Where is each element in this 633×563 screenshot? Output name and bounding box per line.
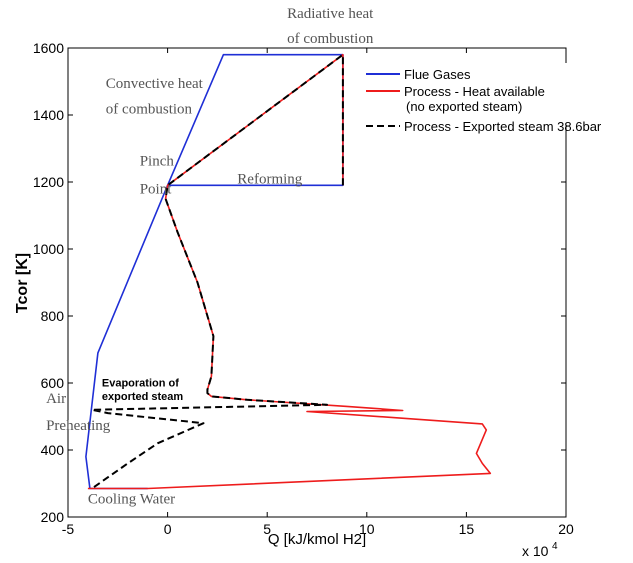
ticks-layer: -5 0 5 10 15 20 200 400 600 800 1000 1200 1400 1600 <box>33 40 574 537</box>
legend-box <box>359 63 633 125</box>
annotation-label: Preheating <box>46 418 111 434</box>
x-tick-label: 15 <box>459 521 475 537</box>
y-tick-label: 600 <box>41 375 65 391</box>
x-axis-label: Q [kJ/kmol H2] <box>268 531 366 548</box>
y-tick-label: 1000 <box>33 241 64 257</box>
y-axis-label: Tcor [K] <box>14 253 31 313</box>
legend-label-flue-gases: Flue Gases <box>404 67 471 82</box>
annotation-label: Radiative heat <box>287 6 374 22</box>
legend-label-heat-available: Process - Heat available <box>404 84 545 99</box>
series-line-2 <box>90 53 344 490</box>
annotation-label: Convective heat <box>106 76 204 92</box>
annotation-label: Cooling Water <box>88 492 175 508</box>
x-tick-label: 10 <box>359 521 375 537</box>
x-tick-label: 5 <box>263 521 271 537</box>
annotation-label: exported steam <box>102 391 184 403</box>
series-layer <box>85 53 492 490</box>
annotation-label: of combustion <box>287 31 374 47</box>
y-tick-label: 1400 <box>33 107 64 123</box>
annotation-label: Point <box>140 182 173 198</box>
legend-label-heat-available-line2: (no exported steam) <box>406 99 522 114</box>
annotation-label: Air <box>46 391 66 407</box>
annotation-label: Reforming <box>237 172 302 188</box>
x-tick-label: 20 <box>558 521 574 537</box>
legend: Flue Gases Process - Heat available (no … <box>359 63 633 134</box>
y-tick-label: 1600 <box>33 40 64 56</box>
annotation-label: Evaporation of <box>102 377 179 389</box>
x-axis-multiplier-exponent: 4 <box>552 541 558 552</box>
x-tick-label: -5 <box>62 521 75 537</box>
y-tick-label: 800 <box>41 308 65 324</box>
annotations: Radiative heat of combustion Convective he… <box>46 6 374 508</box>
x-axis-multiplier: x 10 <box>522 543 549 559</box>
legend-label-exported-steam: Process - Exported steam 38.6bar <box>404 119 602 134</box>
y-tick-label: 200 <box>41 509 65 525</box>
y-tick-label: 1200 <box>33 174 64 190</box>
annotation-label: of combustion <box>106 101 193 117</box>
y-tick-label: 400 <box>41 442 65 458</box>
annotation-label: Pinch <box>140 153 175 169</box>
x-tick-label: 0 <box>164 521 172 537</box>
